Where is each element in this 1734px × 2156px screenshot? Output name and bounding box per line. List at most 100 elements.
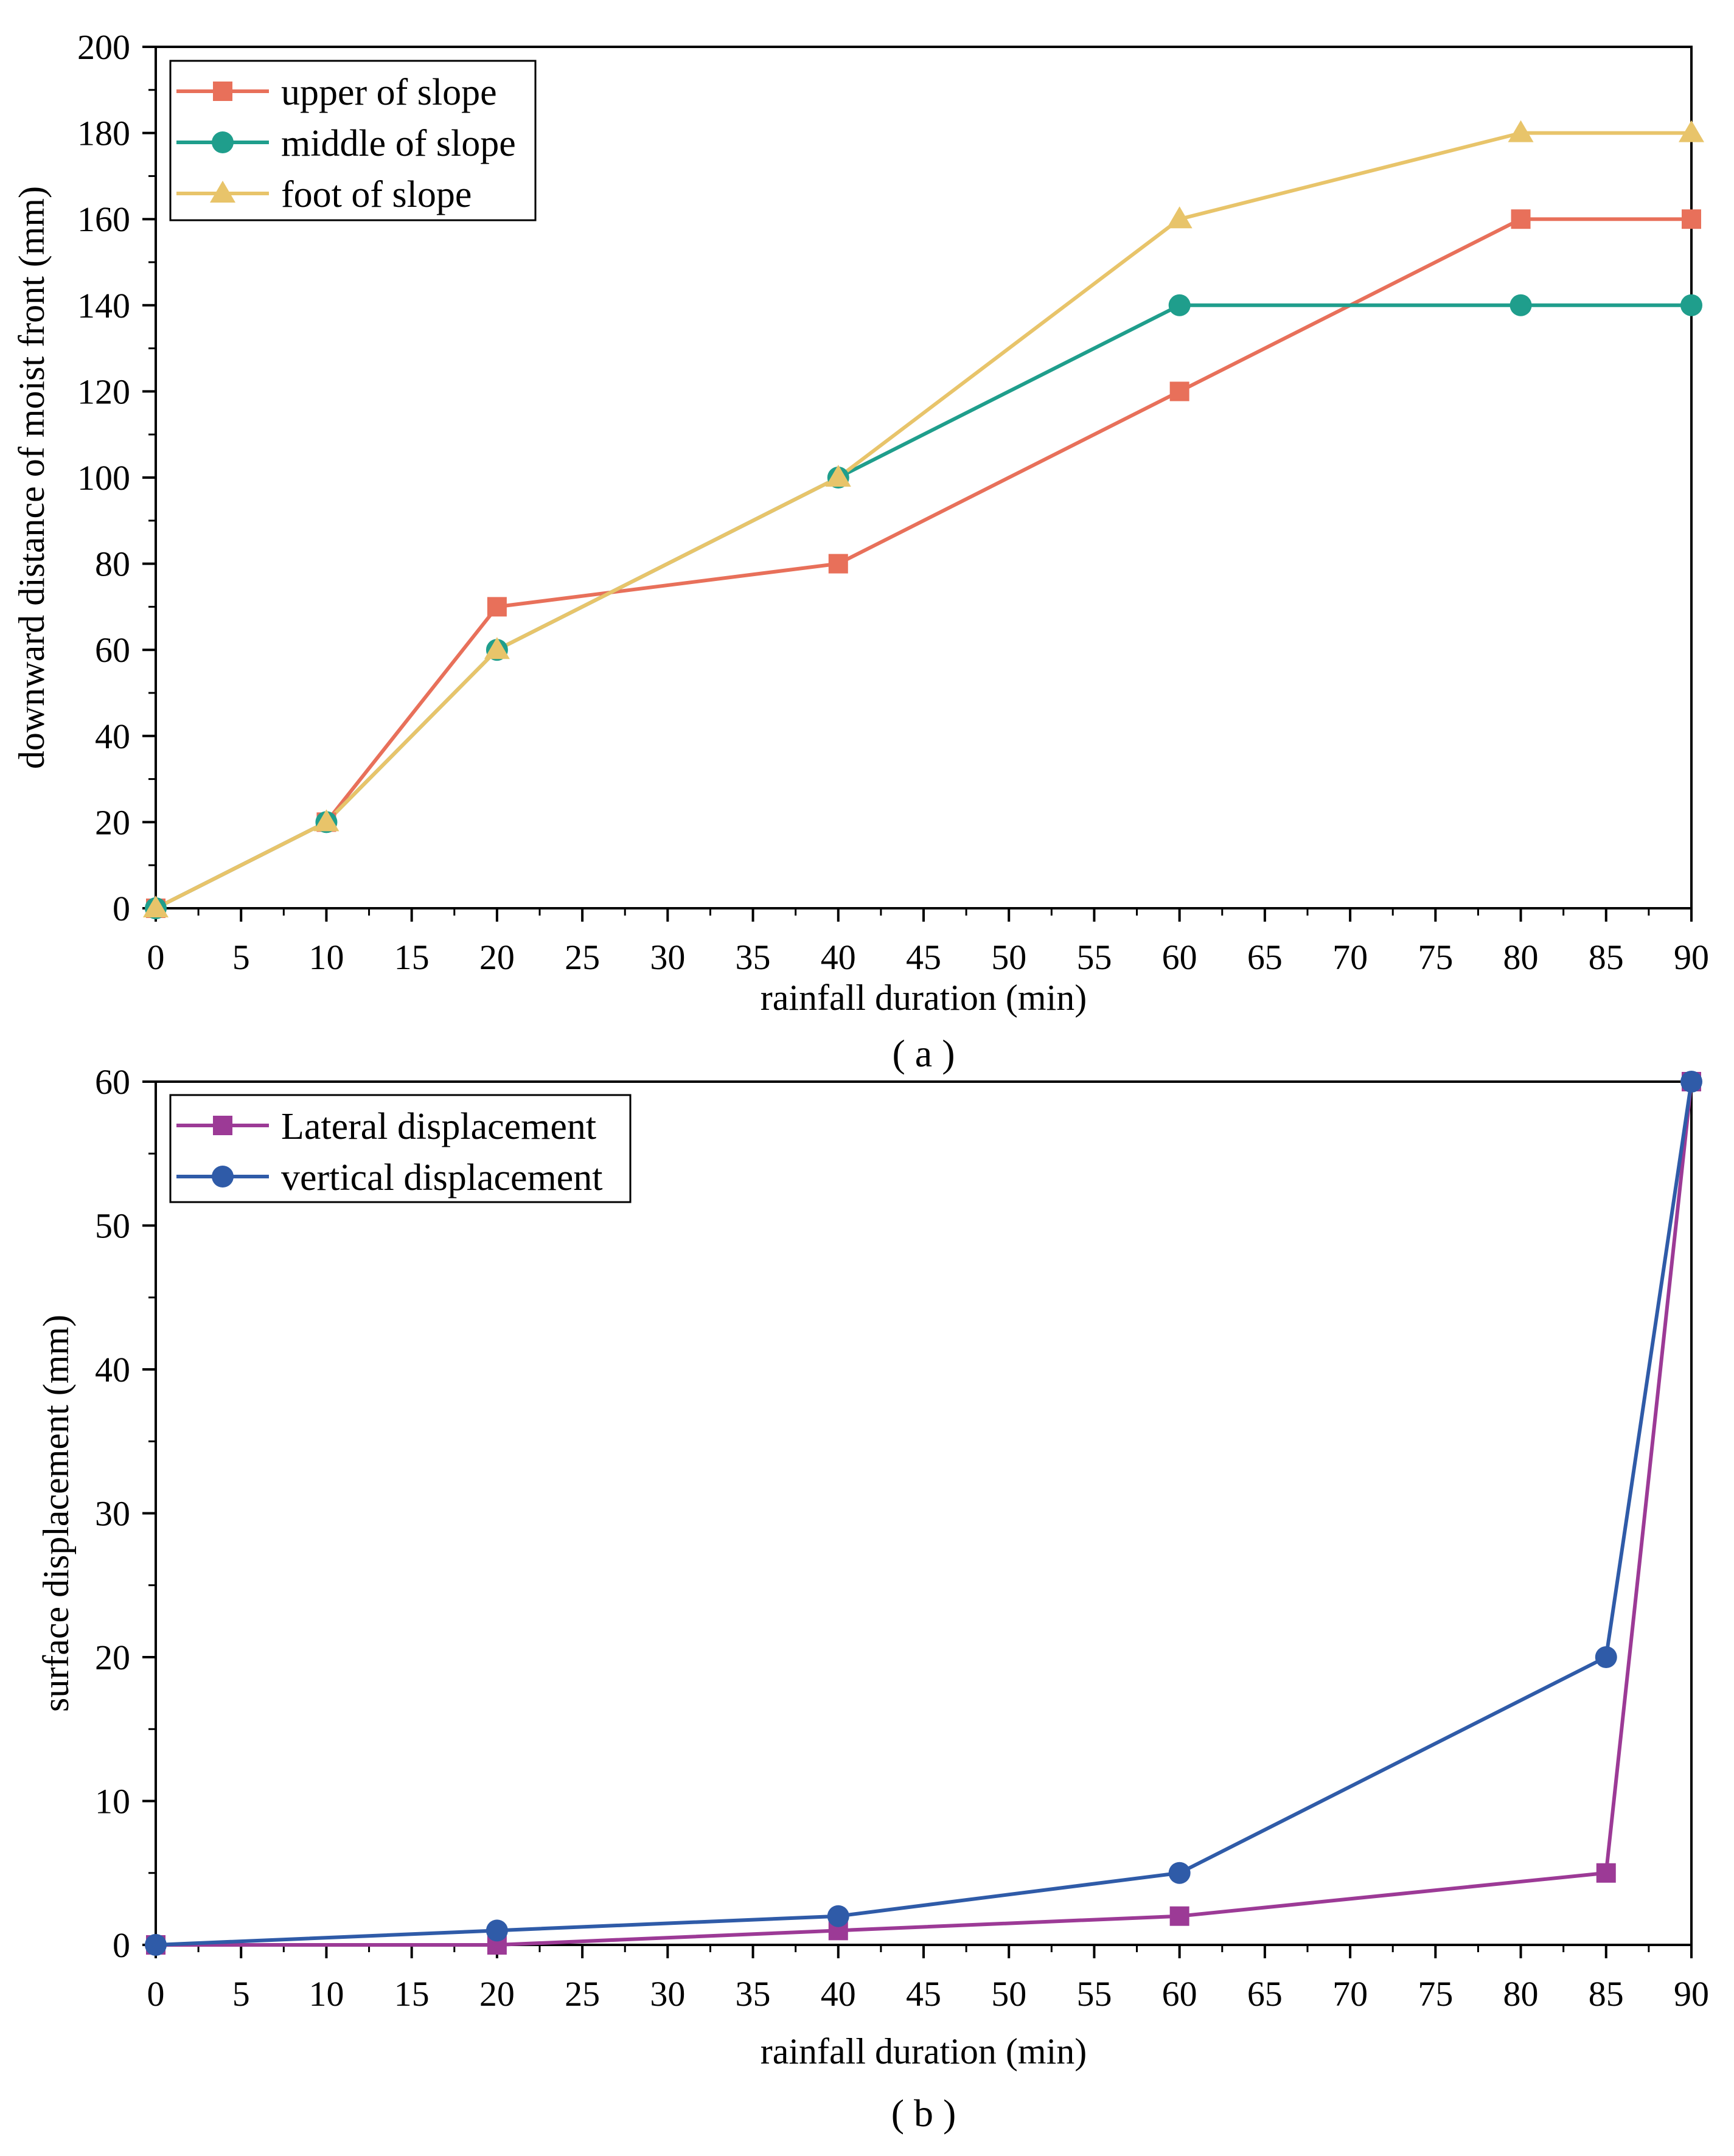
- x-tick-label: 30: [650, 1974, 685, 2014]
- legend: upper of slope middle of slope foot of slo…: [169, 60, 537, 221]
- legend-marker: [213, 1116, 232, 1135]
- data-point: [1679, 120, 1704, 142]
- legend-label: vertical displacement: [281, 1157, 602, 1198]
- y-tick-label: 160: [77, 200, 130, 239]
- y-tick-label: 40: [95, 1350, 130, 1389]
- data-point: [1166, 206, 1193, 229]
- y-tick-label: 10: [95, 1782, 130, 1821]
- data-point: [1168, 294, 1191, 316]
- y-tick-label: 20: [95, 802, 130, 842]
- data-point: [825, 465, 851, 487]
- y-tick-label: 60: [95, 630, 130, 670]
- x-tick-label: 85: [1589, 1974, 1624, 2014]
- data-point: [1169, 1906, 1189, 1926]
- legend-marker: [212, 1166, 234, 1188]
- data-point: [1596, 1863, 1616, 1883]
- data-point: [1682, 209, 1701, 229]
- x-tick-label: 50: [991, 1974, 1026, 2014]
- series-line-vertical-displacement: [155, 1081, 1693, 1947]
- legend-marker: [212, 131, 234, 153]
- x-axis-title: rainfall duration (min): [761, 978, 1087, 1018]
- data-point: [487, 597, 507, 617]
- x-tick-label: 80: [1503, 937, 1539, 977]
- x-tick-label: 65: [1247, 1974, 1283, 2014]
- x-axis-title: rainfall duration (min): [761, 2031, 1087, 2071]
- y-axis-title: downward distance of moist front (mm): [12, 186, 52, 769]
- y-tick-label: 0: [113, 889, 130, 928]
- legend-marker: [213, 82, 232, 101]
- x-tick-label: 70: [1332, 1974, 1368, 2014]
- y-tick-label: 180: [77, 114, 130, 153]
- x-tick-label: 20: [479, 1974, 515, 2014]
- x-tick-label: 60: [1162, 1974, 1197, 2014]
- data-point: [1595, 1646, 1617, 1668]
- y-tick-label: 120: [77, 372, 130, 411]
- legend-label: middle of slope: [281, 123, 516, 164]
- x-tick-label: 90: [1674, 1974, 1709, 2014]
- x-tick-label: 70: [1332, 937, 1368, 977]
- legend: Lateral displacement vertical displacemen…: [169, 1094, 632, 1203]
- x-tick-label: 5: [232, 937, 250, 977]
- x-tick-label: 65: [1247, 937, 1283, 977]
- x-tick-label: 90: [1674, 937, 1709, 977]
- data-point: [1680, 1071, 1702, 1093]
- x-tick-label: 35: [736, 937, 771, 977]
- panel-caption: ( a ): [892, 1032, 955, 1075]
- x-tick-label: 50: [991, 937, 1026, 977]
- x-tick-label: 20: [479, 937, 515, 977]
- y-tick-label: 100: [77, 458, 130, 498]
- data-point: [1511, 209, 1531, 229]
- x-tick-label: 40: [821, 937, 856, 977]
- x-tick-label: 35: [736, 1974, 771, 2014]
- series-markers-lateral-displacement: [146, 1072, 1701, 1955]
- chart-panel-a: 0 5 10 15 20 25 30 35 40 45 50 55 60 65 70 75 80 85 90 0 20 4…: [12, 27, 1709, 1075]
- series-line-middle-of-slope: [155, 303, 1691, 910]
- legend-marker: [210, 181, 235, 203]
- series-line-upper-of-slope: [155, 217, 1691, 910]
- x-tick-label: 75: [1418, 1974, 1453, 2014]
- data-point: [1509, 294, 1532, 316]
- x-tick-label: 30: [650, 937, 685, 977]
- series-markers-foot-of-slope: [143, 120, 1704, 917]
- x-tick-label: 45: [906, 1974, 941, 2014]
- legend-box: [169, 1094, 632, 1203]
- x-tick-label: 10: [308, 937, 344, 977]
- data-point: [1169, 381, 1189, 402]
- x-tick-label: 75: [1418, 937, 1453, 977]
- y-tick-label: 30: [95, 1494, 130, 1534]
- x-tick-label: 0: [147, 1974, 165, 2014]
- x-tick-label: 25: [565, 937, 600, 977]
- data-point: [313, 809, 339, 832]
- data-point: [484, 637, 510, 659]
- x-tick-label: 40: [821, 1974, 856, 2014]
- data-point: [827, 1905, 849, 1927]
- x-tick-label: 25: [565, 1974, 600, 2014]
- y-tick-label: 50: [95, 1206, 130, 1246]
- series-markers-vertical-displacement: [145, 1071, 1702, 1956]
- x-tick-label: 5: [232, 1974, 250, 2014]
- series-markers-middle-of-slope: [145, 294, 1702, 919]
- x-tick-label: 45: [906, 937, 941, 977]
- x-tick-label: 15: [394, 937, 430, 977]
- series-line-lateral-displacement: [156, 1081, 1693, 1947]
- plot-frame: [155, 1080, 1693, 1946]
- data-point: [145, 1934, 167, 1956]
- data-point: [1508, 120, 1534, 142]
- y-tick-label: 20: [95, 1638, 130, 1677]
- x-tick-label: 55: [1076, 937, 1112, 977]
- x-tick-label: 80: [1503, 1974, 1539, 2014]
- series-markers-upper-of-slope: [146, 209, 1701, 918]
- legend-label: Lateral displacement: [281, 1106, 596, 1147]
- data-point: [486, 1919, 508, 1942]
- x-tick-label: 85: [1589, 937, 1624, 977]
- y-tick-label: 60: [95, 1062, 130, 1102]
- y-tick-label: 80: [95, 544, 130, 584]
- x-tick-label: 0: [147, 937, 165, 977]
- x-tick-label: 15: [394, 1974, 430, 2014]
- legend-label: foot of slope: [281, 174, 472, 215]
- data-point: [1168, 1862, 1191, 1884]
- y-tick-label: 0: [113, 1925, 130, 1965]
- x-tick-label: 10: [308, 1974, 344, 2014]
- chart-panel-b: 0 5 10 15 20 25 30 35 40 45 50 55 60 65 70 75 80 85 90 0 10 2…: [36, 1062, 1709, 2135]
